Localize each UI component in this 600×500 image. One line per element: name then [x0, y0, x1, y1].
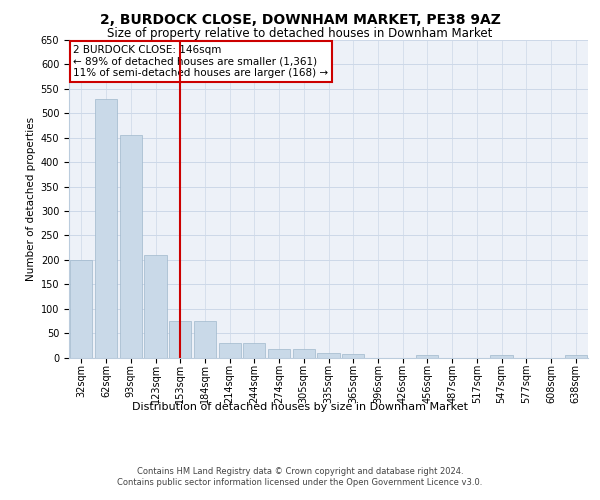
Bar: [317, 352, 340, 358]
Bar: [145, 255, 167, 358]
Bar: [243, 343, 265, 357]
Bar: [565, 355, 587, 358]
Bar: [95, 98, 117, 358]
Bar: [70, 260, 92, 358]
Bar: [416, 355, 439, 358]
Text: Contains HM Land Registry data © Crown copyright and database right 2024.
Contai: Contains HM Land Registry data © Crown c…: [118, 468, 482, 487]
Bar: [342, 354, 364, 358]
Text: Size of property relative to detached houses in Downham Market: Size of property relative to detached ho…: [107, 28, 493, 40]
Bar: [268, 348, 290, 358]
Text: 2 BURDOCK CLOSE: 146sqm
← 89% of detached houses are smaller (1,361)
11% of semi: 2 BURDOCK CLOSE: 146sqm ← 89% of detache…: [73, 45, 328, 78]
Y-axis label: Number of detached properties: Number of detached properties: [26, 116, 37, 281]
Text: 2, BURDOCK CLOSE, DOWNHAM MARKET, PE38 9AZ: 2, BURDOCK CLOSE, DOWNHAM MARKET, PE38 9…: [100, 12, 500, 26]
Text: Distribution of detached houses by size in Downham Market: Distribution of detached houses by size …: [132, 402, 468, 412]
Bar: [293, 348, 315, 358]
Bar: [490, 355, 512, 358]
Bar: [218, 343, 241, 357]
Bar: [169, 321, 191, 358]
Bar: [194, 321, 216, 358]
Bar: [119, 135, 142, 358]
